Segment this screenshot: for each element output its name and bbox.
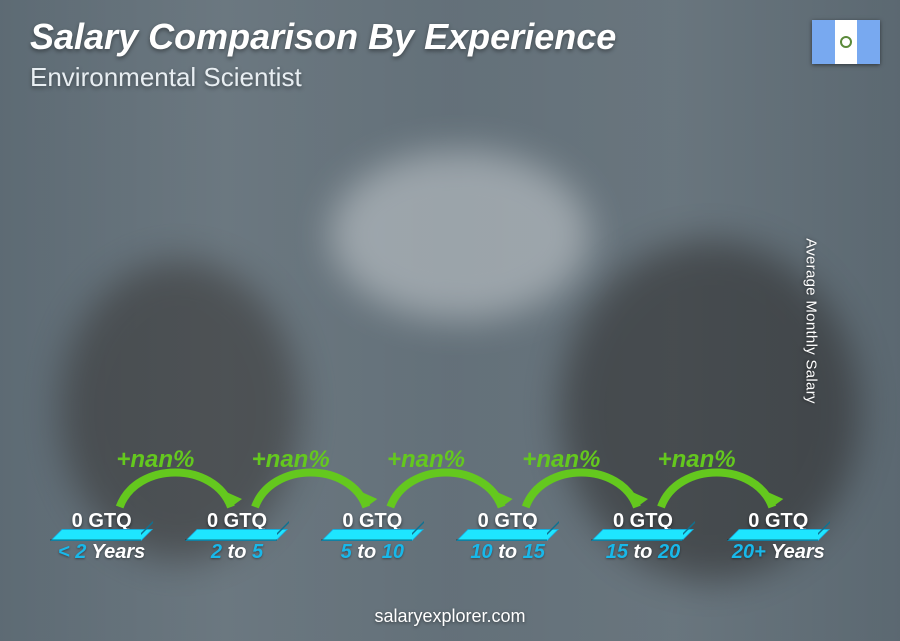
chart-title: Salary Comparison By Experience xyxy=(30,18,616,56)
flag-stripe-left xyxy=(812,20,835,64)
growth-arc xyxy=(526,473,637,508)
infographic-stage: Salary Comparison By Experience Environm… xyxy=(0,0,900,641)
growth-arc xyxy=(120,473,231,508)
growth-pct-label: +nan% xyxy=(522,446,600,473)
flag-stripe-center xyxy=(835,20,858,64)
growth-arc xyxy=(255,473,366,508)
flag-stripe-right xyxy=(857,20,880,64)
flag-emblem xyxy=(840,36,852,48)
growth-pct-label: +nan% xyxy=(116,446,194,473)
footer-attribution: salaryexplorer.com xyxy=(0,606,900,627)
growth-pct-label: +nan% xyxy=(252,446,330,473)
growth-arc xyxy=(390,473,501,508)
bar-chart: 0 GTQ0 GTQ0 GTQ0 GTQ0 GTQ0 GTQ < 2 Years… xyxy=(40,110,840,571)
growth-arcs: +nan% +nan% +nan% +nan% +nan% xyxy=(40,70,840,571)
growth-pct-label: +nan% xyxy=(658,446,736,473)
growth-arc xyxy=(661,473,772,508)
growth-pct-label: +nan% xyxy=(387,446,465,473)
country-flag-guatemala xyxy=(812,20,880,64)
